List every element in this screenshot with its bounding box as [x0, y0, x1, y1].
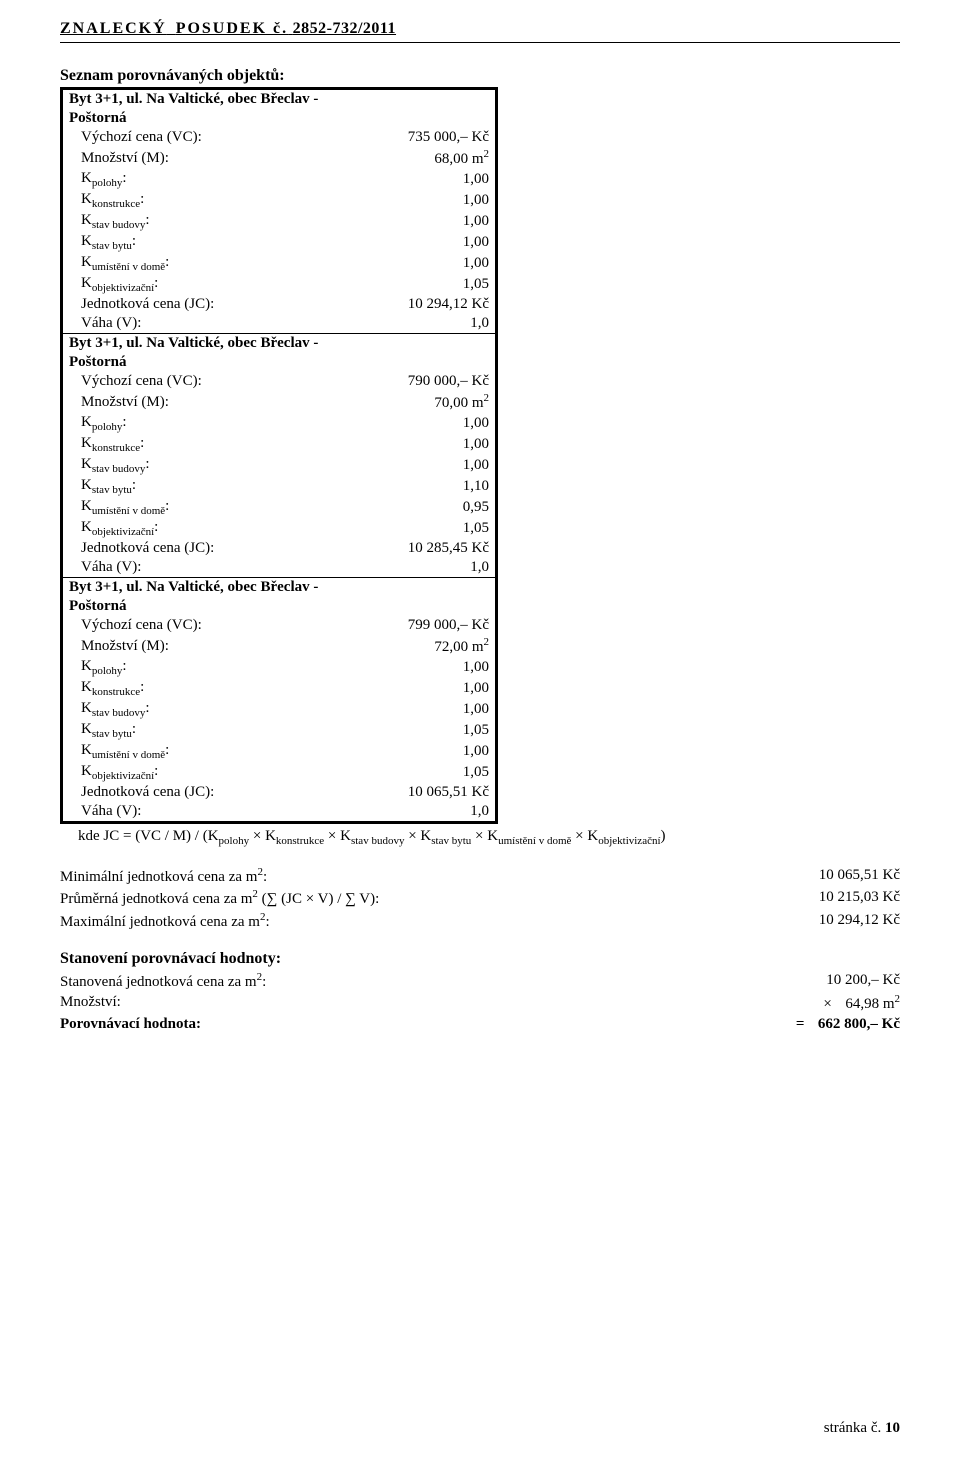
- stanoveni-row: Množství: ×64,98 m2: [60, 992, 900, 1014]
- row-value: 1,05: [334, 274, 497, 295]
- row-value: 1,05: [334, 720, 497, 741]
- group-title-line1: Byt 3+1, ul. Na Valtické, obec Břeclav -: [62, 578, 497, 598]
- summary-right: 10 215,03 Kč: [750, 887, 900, 909]
- summary-cena-block: Minimální jednotková cena za m2: 10 065,5…: [60, 865, 900, 932]
- row-label: Kumístění v domě:: [62, 497, 334, 518]
- stanoveni-row: Stanovená jednotková cena za m2: 10 200,–…: [60, 970, 900, 992]
- stanoveni-left: Stanovená jednotková cena za m2:: [60, 970, 266, 992]
- doc-title-prefix: ZNALECKÝ: [60, 20, 167, 37]
- stanoveni-block: Stanovení porovnávací hodnoty: Stanovená…: [60, 950, 900, 1035]
- row-value: 0,95: [334, 497, 497, 518]
- row-label: Váha (V):: [62, 314, 334, 334]
- row-value: 1,0: [334, 802, 497, 823]
- row-value: 735 000,– Kč: [334, 128, 497, 147]
- formula-row: kde JC = (VC / M) / (Kpolohy × Kkonstruk…: [60, 824, 900, 847]
- row-value: 10 285,45 Kč: [334, 539, 497, 558]
- stanoveni-row: Porovnávací hodnota: =662 800,– Kč: [60, 1014, 900, 1034]
- row-label: Výchozí cena (VC):: [62, 372, 334, 391]
- row-label: Kkonstrukce:: [62, 678, 334, 699]
- summary-row: Maximální jednotková cena za m2: 10 294,1…: [60, 910, 900, 932]
- row-value: 1,0: [334, 314, 497, 334]
- doc-title-middle: POSUDEK č.: [176, 20, 288, 37]
- row-label: Kkonstrukce:: [62, 190, 334, 211]
- row-label: Množství (M):: [62, 147, 334, 169]
- row-label: Kumístění v domě:: [62, 253, 334, 274]
- row-label: Jednotková cena (JC):: [62, 539, 334, 558]
- summary-row: Minimální jednotková cena za m2: 10 065,5…: [60, 865, 900, 887]
- row-value: 1,10: [334, 476, 497, 497]
- document-header: ZNALECKÝ POSUDEK č. 2852-732/2011: [60, 20, 900, 38]
- row-value: 799 000,– Kč: [334, 616, 497, 635]
- doc-title-number: 2852-732/2011: [293, 20, 396, 37]
- summary-row: Průměrná jednotková cena za m2 (∑ (JC × …: [60, 887, 900, 909]
- row-value: 72,00 m2: [334, 635, 497, 657]
- row-value: 1,00: [334, 413, 497, 434]
- row-value: 1,00: [334, 699, 497, 720]
- comparison-table: Byt 3+1, ul. Na Valtické, obec Břeclav -…: [60, 87, 498, 824]
- row-label: Jednotková cena (JC):: [62, 295, 334, 314]
- row-value: 790 000,– Kč: [334, 372, 497, 391]
- row-label: Kstav budovy:: [62, 699, 334, 720]
- group-title-line2: Poštorná: [62, 353, 497, 372]
- row-label: Kpolohy:: [62, 413, 334, 434]
- row-value: 1,00: [334, 211, 497, 232]
- row-label: Váha (V):: [62, 558, 334, 578]
- group-title-line1: Byt 3+1, ul. Na Valtické, obec Břeclav -: [62, 334, 497, 354]
- row-label: Kumístění v domě:: [62, 741, 334, 762]
- row-value: 1,00: [334, 253, 497, 274]
- row-value: 1,05: [334, 762, 497, 783]
- row-value: 1,00: [334, 434, 497, 455]
- summary-right: 10 294,12 Kč: [750, 910, 900, 932]
- row-label: Kpolohy:: [62, 169, 334, 190]
- row-value: 10 294,12 Kč: [334, 295, 497, 314]
- section-title: Seznam porovnávaných objektů:: [60, 67, 900, 85]
- group-title-line2: Poštorná: [62, 109, 497, 128]
- row-label: Kstav budovy:: [62, 455, 334, 476]
- row-label: Výchozí cena (VC):: [62, 616, 334, 635]
- row-value: 70,00 m2: [334, 391, 497, 413]
- row-label: Kobjektivizační:: [62, 274, 334, 295]
- row-label: Množství (M):: [62, 391, 334, 413]
- stanoveni-right: ×64,98 m2: [750, 992, 900, 1014]
- header-rule: [60, 42, 900, 43]
- row-label: Kobjektivizační:: [62, 762, 334, 783]
- row-value: 10 065,51 Kč: [334, 783, 497, 802]
- group-title-line1: Byt 3+1, ul. Na Valtické, obec Břeclav -: [62, 89, 497, 110]
- stanoveni-title: Stanovení porovnávací hodnoty:: [60, 950, 900, 968]
- row-value: 68,00 m2: [334, 147, 497, 169]
- page-footer: stránka č. 10: [824, 1420, 900, 1437]
- page: ZNALECKÝ POSUDEK č. 2852-732/2011 Seznam…: [0, 0, 960, 1457]
- row-label: Váha (V):: [62, 802, 334, 823]
- summary-left: Maximální jednotková cena za m2:: [60, 910, 270, 932]
- page-number: 10: [885, 1420, 900, 1436]
- row-value: 1,00: [334, 678, 497, 699]
- row-value: 1,05: [334, 518, 497, 539]
- summary-left: Průměrná jednotková cena za m2 (∑ (JC × …: [60, 887, 379, 909]
- row-label: Kstav bytu:: [62, 720, 334, 741]
- row-label: Kkonstrukce:: [62, 434, 334, 455]
- row-label: Kpolohy:: [62, 657, 334, 678]
- row-label: Kstav bytu:: [62, 232, 334, 253]
- row-value: 1,00: [334, 169, 497, 190]
- row-label: Množství (M):: [62, 635, 334, 657]
- summary-left: Minimální jednotková cena za m2:: [60, 865, 267, 887]
- row-label: Kobjektivizační:: [62, 518, 334, 539]
- row-label: Kstav budovy:: [62, 211, 334, 232]
- stanoveni-left: Množství:: [60, 992, 121, 1014]
- row-label: Jednotková cena (JC):: [62, 783, 334, 802]
- row-value: 1,00: [334, 741, 497, 762]
- group-title-line2: Poštorná: [62, 597, 497, 616]
- stanoveni-right: =662 800,– Kč: [750, 1014, 900, 1034]
- row-label: Výchozí cena (VC):: [62, 128, 334, 147]
- stanoveni-right: 10 200,– Kč: [750, 970, 900, 992]
- stanoveni-left: Porovnávací hodnota:: [60, 1014, 201, 1034]
- row-value: 1,0: [334, 558, 497, 578]
- summary-right: 10 065,51 Kč: [750, 865, 900, 887]
- row-value: 1,00: [334, 455, 497, 476]
- row-value: 1,00: [334, 232, 497, 253]
- row-value: 1,00: [334, 190, 497, 211]
- page-label: stránka č.: [824, 1420, 881, 1436]
- row-label: Kstav bytu:: [62, 476, 334, 497]
- row-value: 1,00: [334, 657, 497, 678]
